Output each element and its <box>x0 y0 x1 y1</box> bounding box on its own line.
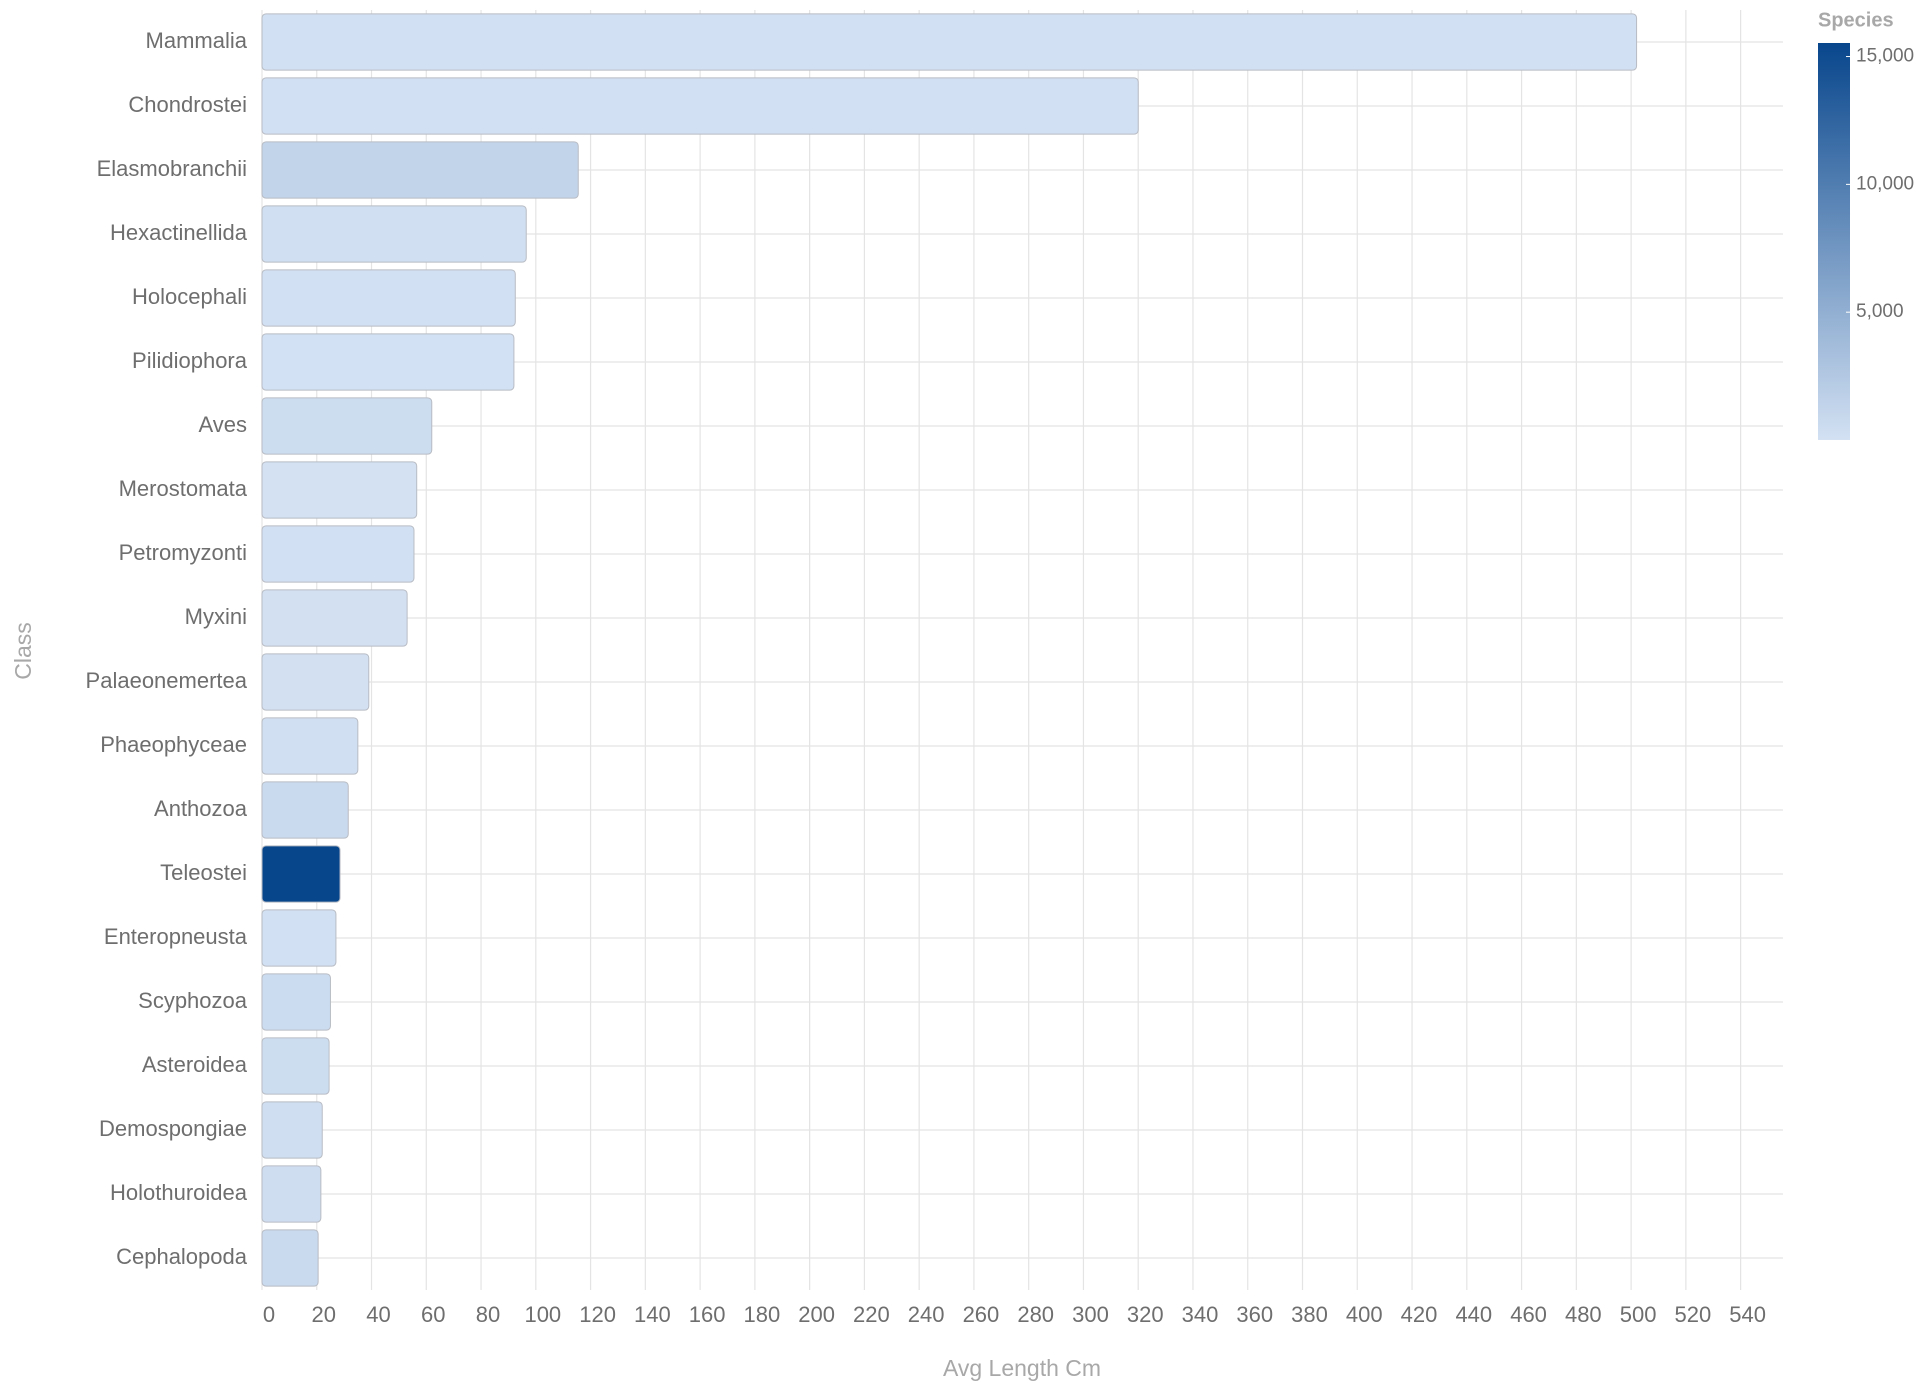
x-tick-label: 480 <box>1565 1302 1602 1327</box>
y-axis-label: Class <box>10 622 36 680</box>
bar <box>261 205 527 263</box>
x-tick-label: 500 <box>1620 1302 1657 1327</box>
x-tick-label: 260 <box>963 1302 1000 1327</box>
x-axis-label: Avg Length Cm <box>943 1355 1101 1381</box>
y-tick-label: Holocephali <box>132 284 247 309</box>
y-tick-label: Petromyzonti <box>119 540 247 565</box>
y-tick-label: Anthozoa <box>154 796 248 821</box>
x-tick-label: 440 <box>1455 1302 1492 1327</box>
colorbar <box>1818 43 1850 440</box>
x-tick-label: 400 <box>1346 1302 1383 1327</box>
y-tick-label: Teleostei <box>160 860 247 885</box>
bar <box>261 909 337 967</box>
y-tick-label: Palaeonemertea <box>86 668 248 693</box>
y-tick-label: Cephalopoda <box>116 1244 248 1269</box>
x-tick-label: 120 <box>579 1302 616 1327</box>
x-tick-label: 300 <box>1072 1302 1109 1327</box>
bar <box>261 333 515 391</box>
bar <box>261 461 418 519</box>
y-tick-label: Aves <box>198 412 247 437</box>
bar <box>261 397 433 455</box>
bar <box>261 141 579 199</box>
y-tick-label: Elasmobranchii <box>97 156 247 181</box>
x-tick-label: 340 <box>1182 1302 1219 1327</box>
x-tick-label: 220 <box>853 1302 890 1327</box>
y-tick-label: Asteroidea <box>142 1052 248 1077</box>
x-tick-label: 40 <box>366 1302 390 1327</box>
bar <box>261 973 331 1031</box>
bar <box>261 1165 322 1223</box>
y-tick-label: Merostomata <box>119 476 248 501</box>
bar <box>261 845 341 903</box>
y-tick-label: Phaeophyceae <box>100 732 247 757</box>
y-tick-label: Myxini <box>185 604 247 629</box>
bar <box>261 717 359 775</box>
y-tick-label: Demospongiae <box>99 1116 247 1141</box>
x-tick-label: 360 <box>1236 1302 1273 1327</box>
x-tick-label: 320 <box>1127 1302 1164 1327</box>
bar <box>261 589 408 647</box>
y-tick-label: Enteropneusta <box>104 924 248 949</box>
x-tick-label: 60 <box>421 1302 445 1327</box>
x-tick-label: 140 <box>634 1302 671 1327</box>
x-tick-label: 100 <box>524 1302 561 1327</box>
x-tick-label: 280 <box>1017 1302 1054 1327</box>
bar <box>261 781 349 839</box>
x-tick-label: 460 <box>1510 1302 1547 1327</box>
x-tick-label: 420 <box>1401 1302 1438 1327</box>
x-tick-label: 20 <box>312 1302 336 1327</box>
x-tick-label: 200 <box>798 1302 835 1327</box>
bar <box>261 653 370 711</box>
y-tick-label: Mammalia <box>146 28 248 53</box>
bar <box>261 1229 319 1287</box>
bar <box>261 77 1139 135</box>
y-tick-label: Scyphozoa <box>138 988 248 1013</box>
y-tick-label: Chondrostei <box>128 92 247 117</box>
y-tick-label: Pilidiophora <box>132 348 248 373</box>
x-tick-label: 0 <box>263 1302 275 1327</box>
colorbar-tick-label: 5,000 <box>1856 301 1904 322</box>
bar <box>261 1037 330 1095</box>
x-tick-label: 180 <box>744 1302 781 1327</box>
y-tick-label: Holothuroidea <box>110 1180 248 1205</box>
x-tick-label: 540 <box>1729 1302 1766 1327</box>
bar <box>261 13 1638 71</box>
bar <box>261 1101 323 1159</box>
x-tick-label: 520 <box>1674 1302 1711 1327</box>
bar <box>261 269 516 327</box>
bar <box>261 525 415 583</box>
x-tick-label: 380 <box>1291 1302 1328 1327</box>
y-tick-label: Hexactinellida <box>110 220 248 245</box>
x-tick-label: 240 <box>908 1302 945 1327</box>
x-tick-label: 160 <box>689 1302 726 1327</box>
colorbar-tick-label: 15,000 <box>1856 46 1914 67</box>
x-tick-label: 80 <box>476 1302 500 1327</box>
colorbar-title: Species <box>1818 9 1894 31</box>
colorbar-tick-label: 10,000 <box>1856 173 1914 194</box>
